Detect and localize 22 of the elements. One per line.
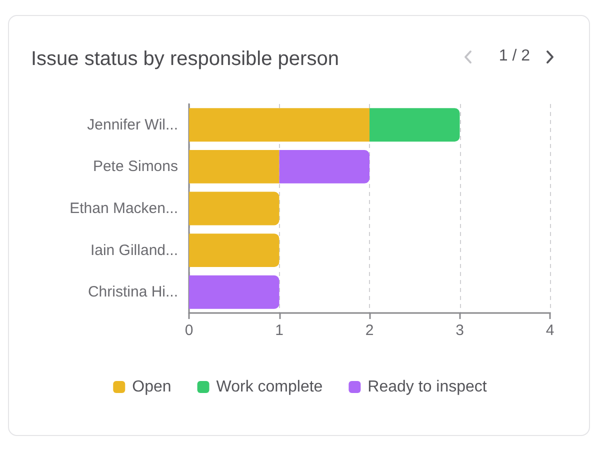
text: 1 / 2 <box>498 48 530 64</box>
y-tick-label: Jennifer Wil... <box>87 116 178 134</box>
x-tick-label: 2 <box>365 322 374 339</box>
bar <box>370 108 460 142</box>
x-tick-label: 1 <box>275 322 284 339</box>
bar <box>189 234 280 268</box>
x-tick-label: 0 <box>184 322 194 339</box>
bar <box>189 108 370 142</box>
bar <box>189 275 280 309</box>
y-tick-label: Pete Simons <box>92 158 178 176</box>
y-tick-label: Ethan Macken... <box>70 200 178 217</box>
bar <box>189 192 280 226</box>
x-tick-label: 4 <box>546 322 554 339</box>
bar <box>189 150 280 184</box>
legend-label: Ready to inspect <box>368 378 488 396</box>
legend-label: Open <box>132 378 172 396</box>
x-tick-label: 3 <box>456 322 464 339</box>
chart-title: Issue status by responsible person <box>31 48 339 70</box>
bar <box>279 150 370 184</box>
legend-label: Work complete <box>216 378 323 396</box>
y-tick-label: Christina Hi... <box>88 284 178 301</box>
y-tick-label: Iain Gilland... <box>90 242 178 259</box>
